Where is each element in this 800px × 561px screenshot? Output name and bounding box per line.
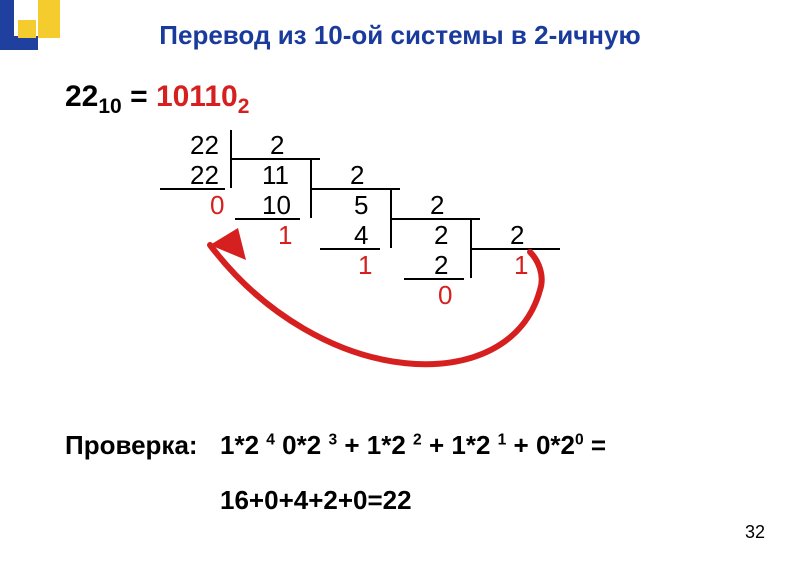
check-term: + 1*2 [337, 430, 413, 460]
binary-result: 10110 [156, 80, 238, 113]
division-number: 2 [350, 160, 364, 191]
division-hline [470, 248, 560, 250]
binary-subscript: 2 [238, 95, 250, 118]
division-number: 5 [354, 190, 368, 221]
conversion-equation: 2210 = 101102 [65, 80, 249, 119]
check-sum: 16+0+4+2+0=22 [220, 485, 412, 516]
check-exponent: 0 [575, 431, 584, 448]
division-hline [230, 158, 320, 160]
base10-number: 22 [65, 80, 98, 113]
division-vline [390, 188, 392, 248]
division-hline [235, 218, 300, 220]
division-hline [320, 248, 380, 250]
check-exponent: 3 [328, 431, 337, 448]
division-number: 2 [270, 130, 284, 161]
division-number: 11 [262, 160, 289, 191]
division-number: 4 [354, 220, 368, 251]
division-number: 10 [262, 190, 291, 221]
check-term: = [584, 430, 606, 460]
division-vline [230, 130, 232, 188]
check-exponent: 4 [266, 431, 275, 448]
division-vline [310, 158, 312, 218]
division-remainder: 1 [358, 250, 372, 281]
check-exponent: 2 [413, 431, 422, 448]
check-term: 1*2 [220, 430, 266, 460]
division-number: 2 [430, 190, 444, 221]
division-hline [390, 218, 480, 220]
check-term: + 0*2 [506, 430, 575, 460]
division-number: 2 [434, 220, 448, 251]
division-hline [310, 188, 400, 190]
base10-subscript: 10 [98, 95, 121, 118]
check-term: 0*2 [275, 430, 329, 460]
division-remainder: 0 [438, 280, 452, 311]
division-vline [470, 218, 472, 278]
division-number: 2 [434, 250, 448, 281]
division-remainder: 1 [514, 250, 528, 281]
check-term: + 1*2 [422, 430, 498, 460]
division-hline [404, 278, 464, 280]
division-remainder: 0 [210, 190, 224, 221]
division-hline [160, 188, 225, 190]
division-remainder: 1 [278, 220, 292, 251]
slide-number: 32 [745, 522, 765, 543]
division-number: 2 [510, 220, 524, 251]
slide-title: Перевод из 10-ой системы в 2-ичную [0, 20, 800, 51]
check-expression: 1*2 4 0*2 3 + 1*2 2 + 1*2 1 + 0*20 = [220, 430, 606, 461]
division-number: 22 [190, 130, 219, 161]
equals-sign: = [122, 80, 156, 113]
check-label: Проверка: [65, 430, 198, 461]
long-division-diagram: 222221120105214221210 [160, 130, 630, 370]
division-number: 22 [190, 160, 219, 191]
